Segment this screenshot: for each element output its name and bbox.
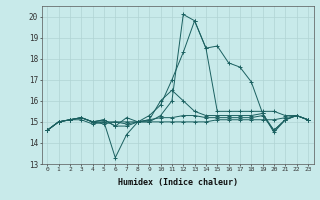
X-axis label: Humidex (Indice chaleur): Humidex (Indice chaleur) xyxy=(118,178,237,187)
